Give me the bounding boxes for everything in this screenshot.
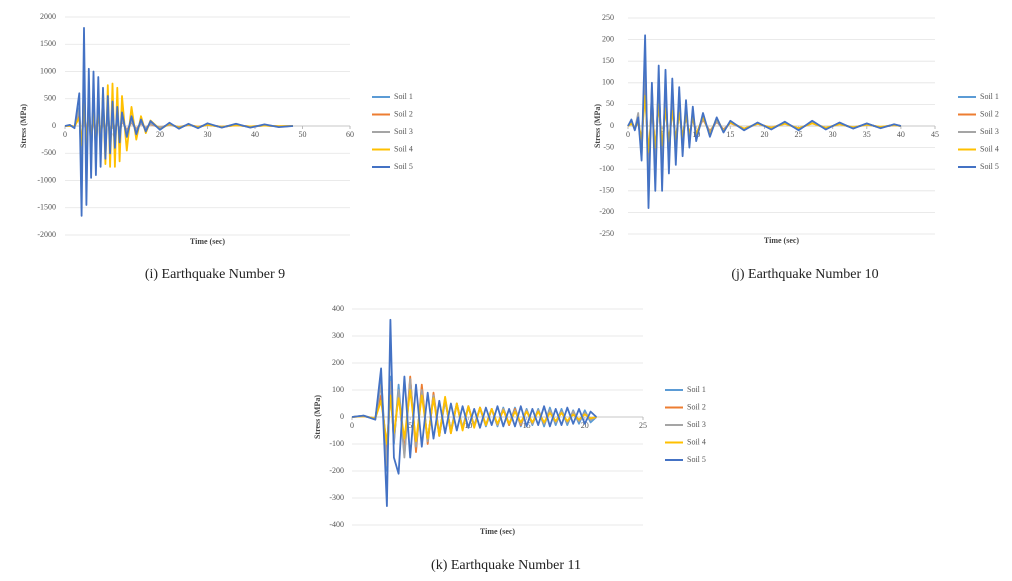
x-axis-title: Time (sec): [190, 237, 226, 246]
x-tick-label: 0: [63, 130, 67, 139]
y-tick-label: -1500: [37, 203, 56, 212]
caption: (j) Earthquake Number 10: [731, 267, 878, 282]
legend-label: Soil 5: [394, 162, 413, 171]
y-axis-title: Stress (MPa): [313, 395, 322, 439]
caption: (i) Earthquake Number 9: [145, 267, 285, 282]
y-tick-label: -200: [599, 207, 614, 216]
y-tick-label: 200: [602, 34, 614, 43]
y-tick-label: -200: [329, 466, 344, 475]
x-tick-label: 25: [795, 130, 803, 139]
y-tick-label: 0: [610, 121, 614, 130]
x-tick-label: 30: [829, 130, 837, 139]
y-axis-title: Stress (MPa): [593, 104, 602, 148]
legend-label: Soil 3: [394, 127, 413, 136]
legend-label: Soil 2: [394, 109, 413, 118]
x-axis-title: Time (sec): [480, 527, 516, 536]
y-tick-label: 1000: [40, 66, 56, 75]
y-tick-label: -300: [329, 493, 344, 502]
x-tick-label: 40: [897, 130, 905, 139]
x-tick-label: 40: [251, 130, 259, 139]
x-tick-label: 15: [726, 130, 734, 139]
y-tick-label: 400: [332, 304, 344, 313]
legend-label: Soil 1: [980, 92, 999, 101]
legend-label: Soil 1: [394, 92, 413, 101]
chart: -2000 -1500 -1000 -500 0 500 1000 1500 2000 0 10 20…: [19, 12, 413, 282]
y-axis-title: Stress (MPa): [19, 104, 28, 148]
y-tick-label: -400: [329, 520, 344, 529]
x-axis-title: Time (sec): [764, 236, 800, 245]
x-tick-label: 30: [204, 130, 212, 139]
y-tick-label: 1500: [40, 39, 56, 48]
y-tick-label: -500: [41, 148, 56, 157]
y-tick-label: 500: [44, 94, 56, 103]
series-line: [351, 318, 598, 507]
y-tick-label: 100: [602, 78, 614, 87]
y-tick-label: -50: [603, 142, 614, 151]
series-line: [627, 34, 902, 209]
y-tick-label: -250: [599, 229, 614, 238]
x-tick-label: 20: [581, 421, 589, 430]
series-line: [64, 27, 294, 217]
y-tick-label: 2000: [40, 12, 56, 21]
y-tick-label: 50: [606, 99, 614, 108]
y-tick-label: 0: [52, 121, 56, 130]
legend-label: Soil 3: [687, 420, 706, 429]
y-tick-label: 150: [602, 56, 614, 65]
y-tick-label: 250: [602, 13, 614, 22]
x-tick-label: 35: [863, 130, 871, 139]
legend-label: Soil 1: [687, 385, 706, 394]
y-tick-label: 100: [332, 385, 344, 394]
x-tick-label: 0: [626, 130, 630, 139]
x-tick-label: 60: [346, 130, 354, 139]
y-tick-label: -2000: [37, 230, 56, 239]
legend-label: Soil 4: [394, 144, 413, 153]
x-tick-label: 25: [639, 421, 647, 430]
legend-label: Soil 5: [687, 455, 706, 464]
y-tick-label: -150: [599, 186, 614, 195]
legend-label: Soil 2: [980, 109, 999, 118]
legend-label: Soil 3: [980, 127, 999, 136]
x-tick-label: 20: [156, 130, 164, 139]
x-tick-label: 5: [408, 421, 412, 430]
x-tick-label: 20: [760, 130, 768, 139]
legend-label: Soil 4: [980, 144, 999, 153]
x-tick-label: 10: [109, 130, 117, 139]
y-tick-label: 300: [332, 331, 344, 340]
legend-label: Soil 5: [980, 162, 999, 171]
legend-label: Soil 2: [687, 402, 706, 411]
x-tick-label: 0: [350, 421, 354, 430]
y-tick-label: -100: [329, 439, 344, 448]
y-tick-label: 0: [340, 412, 344, 421]
x-tick-label: 5: [660, 130, 664, 139]
y-tick-label: 200: [332, 358, 344, 367]
x-tick-label: 50: [299, 130, 307, 139]
y-tick-label: -100: [599, 164, 614, 173]
caption: (k) Earthquake Number 11: [431, 558, 581, 573]
legend-label: Soil 4: [687, 437, 706, 446]
x-tick-label: 45: [931, 130, 939, 139]
y-tick-label: -1000: [37, 175, 56, 184]
